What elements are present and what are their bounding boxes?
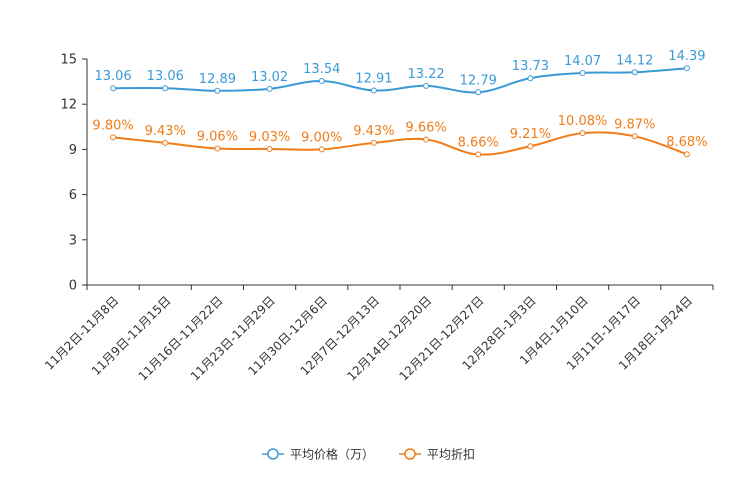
data-label: 9.00% — [301, 130, 342, 145]
axes — [86, 59, 713, 286]
data-label: 8.66% — [458, 136, 499, 151]
data-point — [214, 145, 221, 152]
data-label: 9.43% — [353, 124, 394, 139]
series-line — [113, 67, 687, 94]
y-tick-label: 3 — [69, 233, 77, 248]
data-label: 9.06% — [197, 129, 238, 144]
legend: 平均价格（万） 平均折扣 — [262, 447, 475, 462]
data-label: 8.68% — [666, 135, 707, 150]
data-point — [579, 130, 586, 137]
data-label: 13.06 — [94, 69, 131, 84]
data-label: 12.79 — [460, 73, 497, 88]
data-point — [423, 82, 430, 89]
data-point — [370, 139, 377, 146]
data-label: 13.54 — [303, 62, 340, 77]
y-tick-label: 9 — [69, 143, 77, 158]
data-point — [266, 145, 273, 152]
y-axis-ticks: 0 3 6 9 12 15 — [60, 53, 87, 294]
data-label: 9.80% — [92, 118, 133, 133]
data-label: 9.43% — [145, 124, 186, 139]
data-label: 12.91 — [355, 71, 392, 86]
data-label: 13.73 — [512, 59, 549, 74]
legend-label: 平均价格（万） — [290, 447, 374, 462]
data-label: 13.22 — [407, 67, 444, 82]
data-point — [475, 89, 482, 96]
data-point — [423, 136, 430, 143]
data-label: 9.87% — [614, 117, 655, 132]
data-point — [110, 85, 117, 92]
series-line — [112, 131, 688, 156]
y-tick-label: 0 — [69, 279, 77, 294]
data-label: 10.08% — [558, 114, 608, 129]
legend-item-avg-price[interactable]: 平均价格（万） — [262, 447, 374, 462]
data-label: 9.66% — [405, 120, 446, 135]
y-tick-label: 15 — [60, 53, 77, 68]
data-label: 12.89 — [199, 72, 236, 87]
legend-item-avg-discount[interactable]: 平均折扣 — [399, 447, 475, 462]
y-tick-label: 12 — [60, 98, 77, 113]
series-avg-price: 13.06 13.06 12.89 13.02 13.54 12.91 13.22 12.79… — [94, 49, 706, 96]
data-label: 14.07 — [564, 54, 601, 69]
data-point — [579, 70, 586, 77]
data-point — [631, 133, 638, 140]
data-point — [683, 151, 690, 158]
y-tick-label: 6 — [69, 188, 77, 203]
data-point — [214, 87, 221, 94]
data-point — [162, 139, 169, 146]
data-point — [110, 134, 117, 141]
legend-label: 平均折扣 — [427, 447, 475, 462]
data-label: 14.39 — [668, 49, 705, 64]
legend-marker — [267, 448, 279, 460]
data-point — [475, 151, 482, 158]
data-point — [162, 85, 169, 92]
data-point — [683, 65, 690, 72]
data-label: 13.02 — [251, 70, 288, 85]
series-group: 13.06 13.06 12.89 13.02 13.54 12.91 13.22 12.79… — [92, 49, 708, 158]
data-point — [527, 75, 534, 82]
data-point — [318, 146, 325, 153]
data-label: 9.03% — [249, 130, 290, 145]
data-label: 14.12 — [616, 53, 653, 68]
series-avg-discount: 9.80% 9.43% 9.06% 9.03% 9.00% 9.43% 9.66% 8.66%… — [92, 114, 708, 158]
x-axis-ticks: 11月2日-11月8日11月9日-11月15日11月16日-11月22日11月2… — [42, 285, 714, 384]
data-point — [370, 87, 377, 94]
legend-marker — [404, 448, 416, 460]
data-point — [631, 69, 638, 76]
data-point — [527, 143, 534, 150]
data-label: 13.06 — [147, 69, 184, 84]
data-point — [266, 85, 273, 92]
data-point — [318, 77, 325, 84]
data-label: 9.21% — [510, 127, 551, 142]
